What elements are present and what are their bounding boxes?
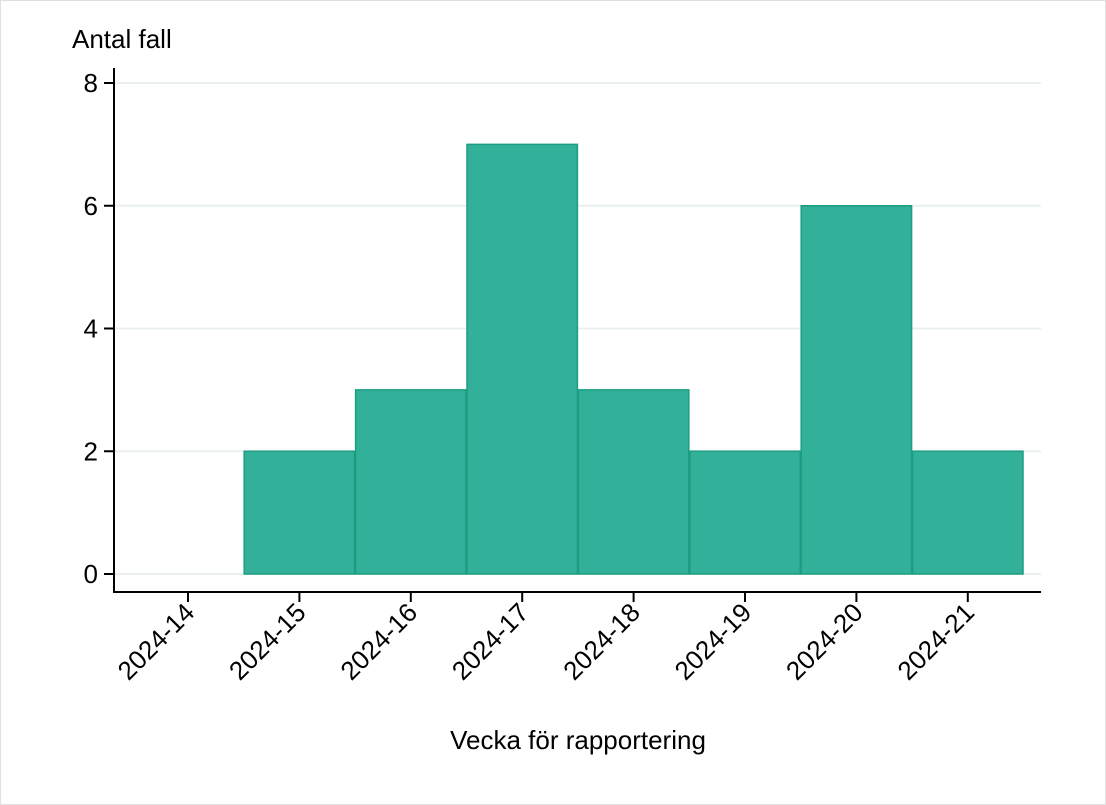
bar-2024-20 (800, 205, 913, 575)
bars (243, 143, 1024, 575)
x-tick-label: 2024-18 (557, 597, 646, 686)
bar-2024-19 (689, 450, 801, 575)
y-tick-label: 2 (84, 436, 98, 466)
x-tick-label: 2024-20 (780, 597, 869, 686)
y-axis-label: Antal fall (72, 24, 172, 54)
x-tick-label: 2024-16 (334, 597, 423, 686)
bar-2024-18 (577, 389, 690, 575)
y-tick-label: 4 (84, 314, 98, 344)
x-tick-label: 2024-15 (223, 597, 312, 686)
y-tick-label: 0 (84, 559, 98, 589)
x-axis-label: Vecka för rapportering (450, 725, 706, 755)
x-tick-label: 2024-17 (446, 597, 535, 686)
y-tick-label: 8 (84, 68, 98, 98)
x-tick-label: 2024-19 (669, 597, 758, 686)
x-tick-label: 2024-14 (112, 597, 201, 686)
y-tick-label: 6 (84, 191, 98, 221)
bar-2024-15 (243, 450, 356, 575)
bar-2024-17 (466, 143, 579, 575)
x-tick-label: 2024-21 (891, 597, 980, 686)
bar-2024-16 (354, 389, 467, 575)
bar-2024-21 (911, 450, 1024, 575)
